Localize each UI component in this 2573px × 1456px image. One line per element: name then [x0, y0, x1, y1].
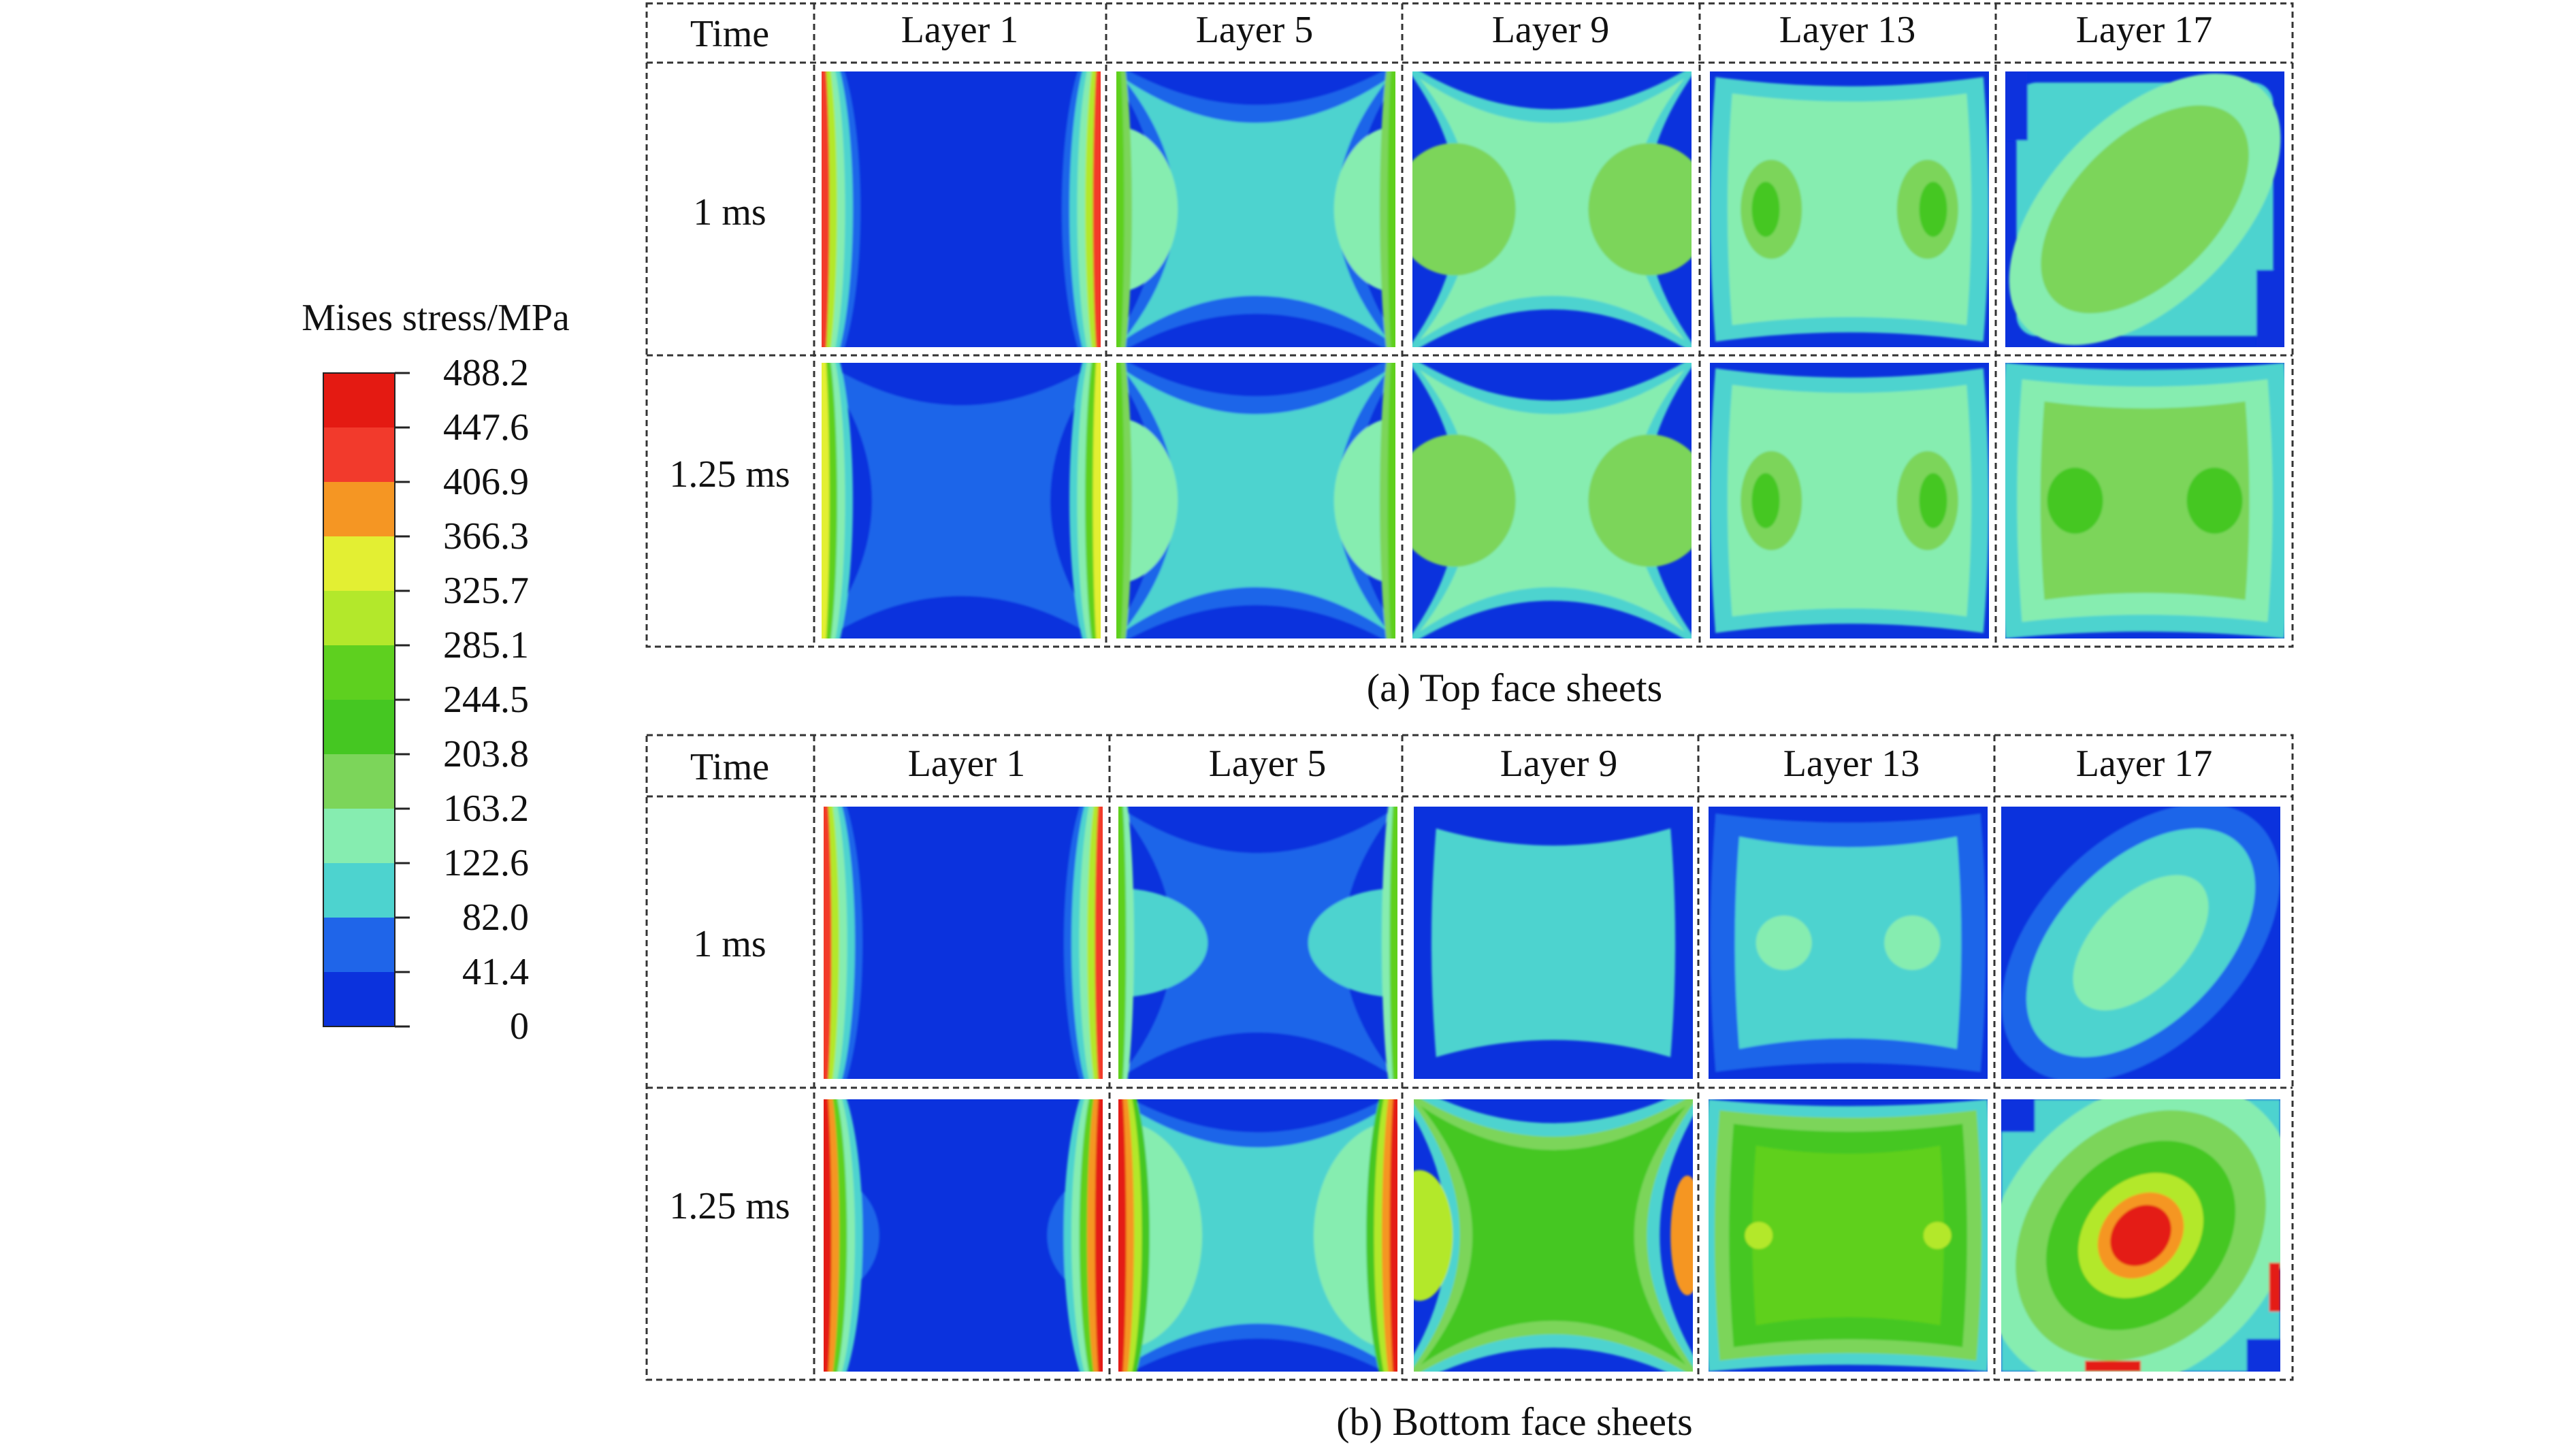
panel-top-layer-17-header: Layer 17 [2076, 9, 2213, 51]
legend-swatch [323, 591, 395, 645]
legend-swatch [323, 427, 395, 482]
panel-bottom-time-header: Time [690, 746, 769, 788]
panel-top-row-1-time: 1 ms [693, 191, 766, 233]
legend-tick-label: 285.1 [443, 624, 529, 666]
panel-bottom-row-2-time: 1.25 ms [669, 1185, 790, 1227]
legend-tick-label: 122.6 [443, 842, 529, 884]
legend-tick-label: 0 [510, 1005, 529, 1048]
stress-contour-map [822, 71, 1101, 347]
legend-title: Mises stress/MPa [302, 297, 570, 339]
panel-top-layer-1-header: Layer 1 [901, 9, 1019, 51]
stress-contour-map [2001, 807, 2280, 1079]
stress-contour-map [1116, 71, 1395, 347]
legend-swatch [323, 373, 395, 427]
legend-ticks: 488.2 447.6 406.9 366.3 325.7 285.1 244.5 203.8… [395, 352, 529, 1048]
panel-bottom-caption: (b) Bottom face sheets [1336, 1400, 1692, 1444]
stress-contour-map [824, 1099, 1103, 1372]
legend-swatches [323, 372, 395, 1027]
legend-tick-label: 447.6 [443, 406, 529, 449]
stress-contour-map [1412, 71, 1692, 347]
panel-top-layer-9-header: Layer 9 [1492, 9, 1610, 51]
legend-swatch [323, 645, 395, 700]
panel-top-row-2-time: 1.25 ms [669, 453, 790, 496]
panel-top-caption: (a) Top face sheets [1367, 666, 1663, 710]
legend-tick-label: 366.3 [443, 515, 529, 557]
stress-contour-map [1709, 807, 1988, 1079]
legend-swatch [323, 536, 395, 591]
panel-top-layer-5-header: Layer 5 [1196, 9, 1314, 51]
panel-top-layer-13-header: Layer 13 [1779, 9, 1916, 51]
stress-contour-map [1412, 363, 1692, 638]
panel-bottom-layer-9-header: Layer 9 [1500, 743, 1618, 785]
stress-contour-map [1116, 363, 1395, 638]
panel-bottom-row-1-time: 1 ms [693, 923, 766, 965]
legend-tick-label: 488.2 [443, 352, 529, 394]
stress-contour-map [1709, 1099, 1988, 1372]
panel-bottom-layer-1-header: Layer 1 [908, 743, 1026, 785]
stress-contour-map [2001, 1099, 2280, 1372]
color-legend: Mises stress/MPa 488.2 447.6 406.9 366.3 325… [302, 297, 570, 1048]
panel-bottom-contour-maps [824, 807, 2280, 1372]
stress-contour-map [822, 363, 1101, 638]
stress-contour-map [1414, 807, 1693, 1079]
stress-contour-map [2005, 363, 2284, 638]
stress-contour-map [1118, 807, 1397, 1079]
panel-bottom-layer-17-header: Layer 17 [2076, 743, 2213, 785]
legend-swatch [323, 482, 395, 536]
legend-tick-label: 325.7 [443, 570, 529, 612]
legend-tick-label: 203.8 [443, 733, 529, 775]
legend-swatch [323, 972, 395, 1026]
legend-tick-label: 406.9 [443, 461, 529, 503]
stress-contour-map [2005, 71, 2284, 347]
legend-tick-label: 41.4 [462, 951, 529, 993]
stress-contour-map [1118, 1099, 1397, 1372]
legend-swatch [323, 809, 395, 863]
legend-swatch [323, 918, 395, 972]
stress-contour-map [824, 807, 1103, 1079]
panel-bottom-layer-5-header: Layer 5 [1209, 743, 1327, 785]
legend-tick-label: 82.0 [462, 896, 529, 939]
legend-swatch [323, 754, 395, 809]
stress-contour-map [1414, 1099, 1693, 1372]
panel-bottom-grid [645, 734, 2294, 1381]
legend-swatch [323, 700, 395, 754]
panel-top-face-sheets: Time Layer 1 Layer 5 Layer 9 Layer 13 La… [645, 2, 2294, 710]
stress-contour-map [1710, 71, 1989, 347]
stress-contour-map [1710, 363, 1989, 638]
panel-bottom-face-sheets: Time Layer 1 Layer 5 Layer 9 Layer 13 La… [645, 734, 2294, 1444]
legend-swatch [323, 863, 395, 918]
panel-top-grid [645, 2, 2294, 648]
panel-bottom-layer-13-header: Layer 13 [1783, 743, 1920, 785]
legend-tick-label: 244.5 [443, 679, 529, 721]
panel-top-time-header: Time [690, 13, 769, 55]
panel-top-contour-maps [822, 71, 2284, 638]
legend-tick-label: 163.2 [443, 788, 529, 830]
